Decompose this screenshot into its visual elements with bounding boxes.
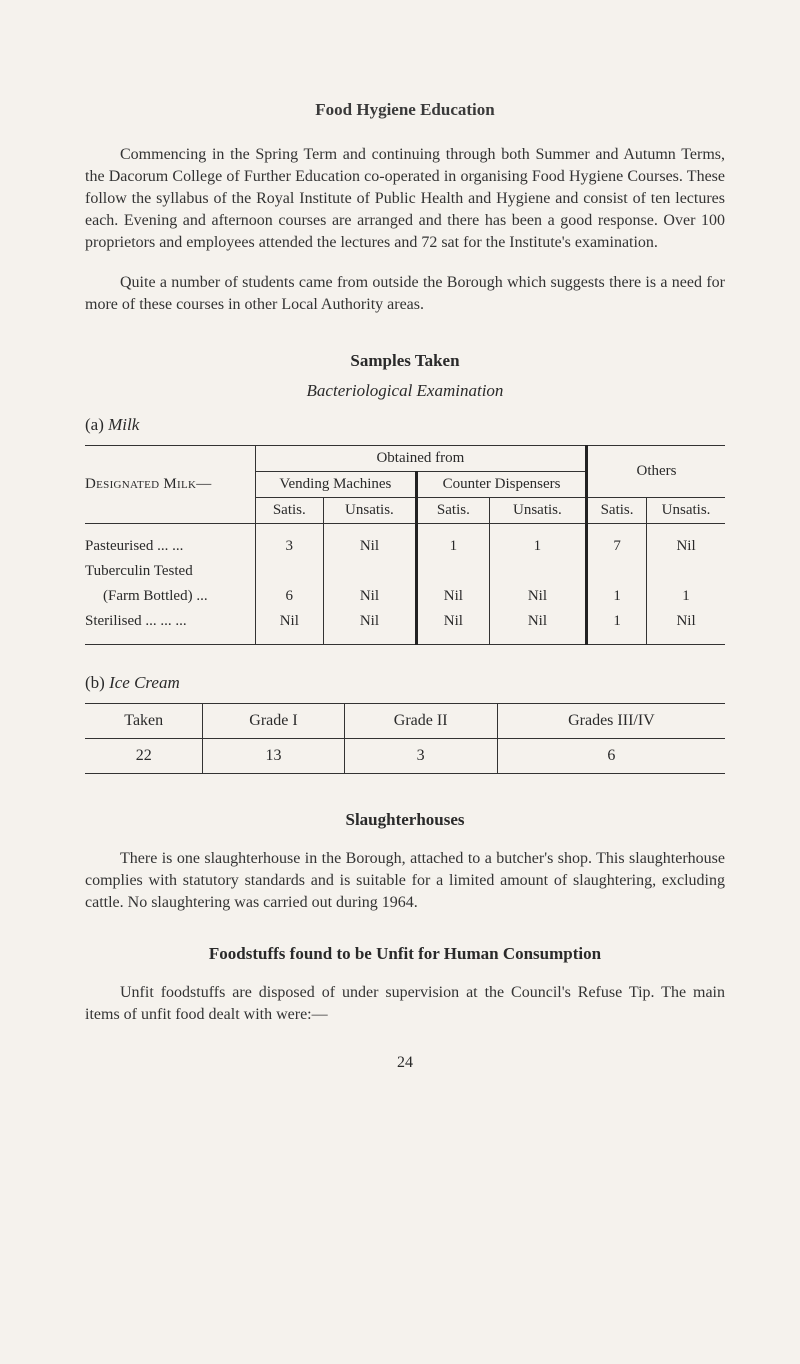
milk-row-label: Tuberculin Tested (85, 559, 255, 584)
foodstuffs-heading: Foodstuffs found to be Unfit for Human C… (85, 944, 725, 964)
milk-cell: Nil (323, 584, 416, 609)
samples-taken-heading: Samples Taken (85, 351, 725, 371)
milk-label-a: (a) (85, 415, 104, 434)
milk-section-label: (a) Milk (85, 415, 725, 435)
milk-cell: Nil (647, 523, 725, 559)
bacteriological-heading: Bacteriological Examination (85, 381, 725, 401)
ice-cream-section-label: (b) Ice Cream (85, 673, 725, 693)
milk-cell: 1 (489, 523, 586, 559)
milk-label-term: Milk (108, 415, 139, 434)
milk-cell: 1 (647, 584, 725, 609)
milk-satis-2: Satis. (417, 497, 490, 523)
milk-cell (647, 559, 725, 584)
ice-header: Grades III/IV (497, 703, 725, 738)
milk-row-label: (Farm Bottled) ... (85, 584, 255, 609)
milk-cell: 7 (587, 523, 647, 559)
ice-header: Grade II (344, 703, 497, 738)
milk-cell: Nil (417, 609, 490, 645)
milk-obtained-from: Obtained from (255, 445, 586, 471)
milk-cell (587, 559, 647, 584)
milk-cell: 1 (417, 523, 490, 559)
milk-cell: Nil (417, 584, 490, 609)
milk-cell: 3 (255, 523, 323, 559)
milk-others: Others (587, 445, 725, 497)
milk-counter: Counter Dispensers (417, 471, 587, 497)
ice-header: Taken (85, 703, 203, 738)
milk-cell (417, 559, 490, 584)
foodstuffs-paragraph: Unfit foodstuffs are disposed of under s… (85, 982, 725, 1026)
milk-cell: Nil (489, 609, 586, 645)
milk-designated-header: Designated Milk— (85, 445, 255, 523)
milk-satis-1: Satis. (255, 497, 323, 523)
ice-label-term: Ice Cream (109, 673, 180, 692)
milk-table: Designated Milk— Obtained from Others Ve… (85, 445, 725, 645)
milk-unsatis-3: Unsatis. (647, 497, 725, 523)
milk-cell: 1 (587, 584, 647, 609)
milk-vending: Vending Machines (255, 471, 416, 497)
ice-header: Grade I (203, 703, 344, 738)
ice-cell: 6 (497, 738, 725, 773)
milk-cell (255, 559, 323, 584)
milk-cell: 6 (255, 584, 323, 609)
ice-cell: 3 (344, 738, 497, 773)
milk-cell: Nil (489, 584, 586, 609)
page-number: 24 (85, 1054, 725, 1072)
milk-unsatis-2: Unsatis. (489, 497, 586, 523)
table-row: (Farm Bottled) ... 6 Nil Nil Nil 1 1 (85, 584, 725, 609)
table-row: 22 13 3 6 (85, 738, 725, 773)
table-row: Pasteurised ... ... 3 Nil 1 1 7 Nil (85, 523, 725, 559)
milk-row-label: Sterilised ... ... ... (85, 609, 255, 645)
ice-cell: 13 (203, 738, 344, 773)
milk-cell (489, 559, 586, 584)
milk-unsatis-1: Unsatis. (323, 497, 416, 523)
ice-label-b: (b) (85, 673, 105, 692)
milk-cell: Nil (323, 523, 416, 559)
paragraph-intro-1: Commencing in the Spring Term and contin… (85, 144, 725, 254)
slaughterhouses-heading: Slaughterhouses (85, 810, 725, 830)
document-page: Food Hygiene Education Commencing in the… (0, 0, 800, 1364)
milk-cell: Nil (255, 609, 323, 645)
ice-cream-table: Taken Grade I Grade II Grades III/IV 22 … (85, 703, 725, 774)
milk-row-label: Pasteurised ... ... (85, 523, 255, 559)
ice-cell: 22 (85, 738, 203, 773)
milk-cell (323, 559, 416, 584)
paragraph-intro-2: Quite a number of students came from out… (85, 272, 725, 316)
milk-cell: 1 (587, 609, 647, 645)
milk-cell: Nil (647, 609, 725, 645)
page-title: Food Hygiene Education (85, 100, 725, 120)
table-row: Tuberculin Tested (85, 559, 725, 584)
milk-cell: Nil (323, 609, 416, 645)
table-row: Sterilised ... ... ... Nil Nil Nil Nil 1… (85, 609, 725, 645)
milk-satis-3: Satis. (587, 497, 647, 523)
slaughter-paragraph: There is one slaughterhouse in the Borou… (85, 848, 725, 914)
